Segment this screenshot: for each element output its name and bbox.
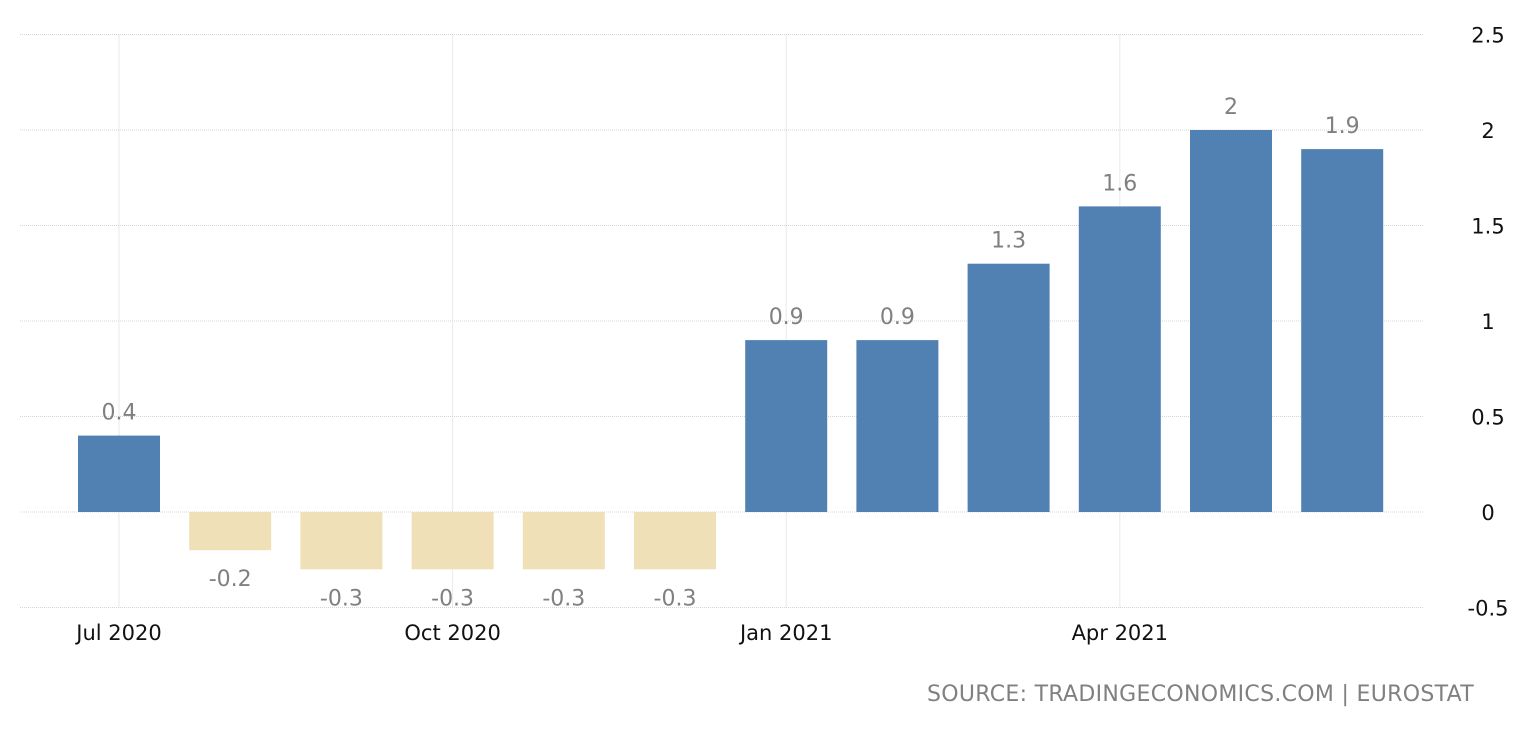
y-axis: 2.5 2 1.5 1 0.5 0 -0.5 xyxy=(1468,24,1509,621)
bar-aug-2020 xyxy=(189,512,272,551)
bar-value-label: -0.2 xyxy=(209,567,252,592)
bar-value-label: -0.3 xyxy=(320,586,363,611)
bar-value-label: -0.3 xyxy=(654,586,697,611)
bar-jul-2020 xyxy=(78,435,160,512)
bar-dec-2020 xyxy=(634,512,716,570)
bar-jun-2021 xyxy=(1301,149,1384,512)
bar-value-label: 0.4 xyxy=(102,401,137,426)
bar-apr-2021 xyxy=(1078,206,1161,512)
y-tick-label: 1.5 xyxy=(1471,215,1504,239)
bar-nov-2020 xyxy=(522,512,605,570)
bar-value-label: 0.9 xyxy=(880,305,915,330)
bar-value-label: 1.9 xyxy=(1325,114,1360,139)
value-labels: 0.4 -0.2 -0.3 -0.3 -0.3 -0.3 0.9 0.9 1.3 1.6 2 1.9 xyxy=(102,95,1360,611)
bar-may-2021 xyxy=(1190,130,1272,512)
y-tick-label: 0 xyxy=(1481,501,1494,525)
bar-value-label: -0.3 xyxy=(542,586,585,611)
bar-mar-2021 xyxy=(967,263,1050,512)
y-tick-label: -0.5 xyxy=(1468,597,1509,621)
source-credit: SOURCE: TRADINGECONOMICS.COM | EUROSTAT xyxy=(926,682,1474,707)
bar-oct-2020 xyxy=(411,512,494,570)
x-tick-label: Jan 2021 xyxy=(738,621,833,645)
x-axis: Jul 2020 Oct 2020 Jan 2021 Apr 2021 xyxy=(74,621,1168,645)
bar-value-label: 1.6 xyxy=(1102,171,1137,196)
y-tick-label: 2 xyxy=(1481,119,1494,143)
bar-feb-2021 xyxy=(856,340,939,512)
bar-value-label: 2 xyxy=(1224,95,1238,120)
bar-value-label: 0.9 xyxy=(769,305,804,330)
x-tick-label: Jul 2020 xyxy=(74,621,161,645)
bar-jan-2021 xyxy=(745,340,828,512)
y-tick-label: 2.5 xyxy=(1471,24,1504,48)
y-tick-label: 0.5 xyxy=(1471,406,1504,430)
x-tick-label: Oct 2020 xyxy=(404,621,500,645)
bar-value-label: -0.3 xyxy=(431,586,474,611)
bar-sep-2020 xyxy=(300,512,383,570)
x-tick-label: Apr 2021 xyxy=(1072,621,1168,645)
y-tick-label: 1 xyxy=(1481,310,1494,334)
bar-value-label: 1.3 xyxy=(991,229,1026,254)
bars xyxy=(78,130,1384,570)
